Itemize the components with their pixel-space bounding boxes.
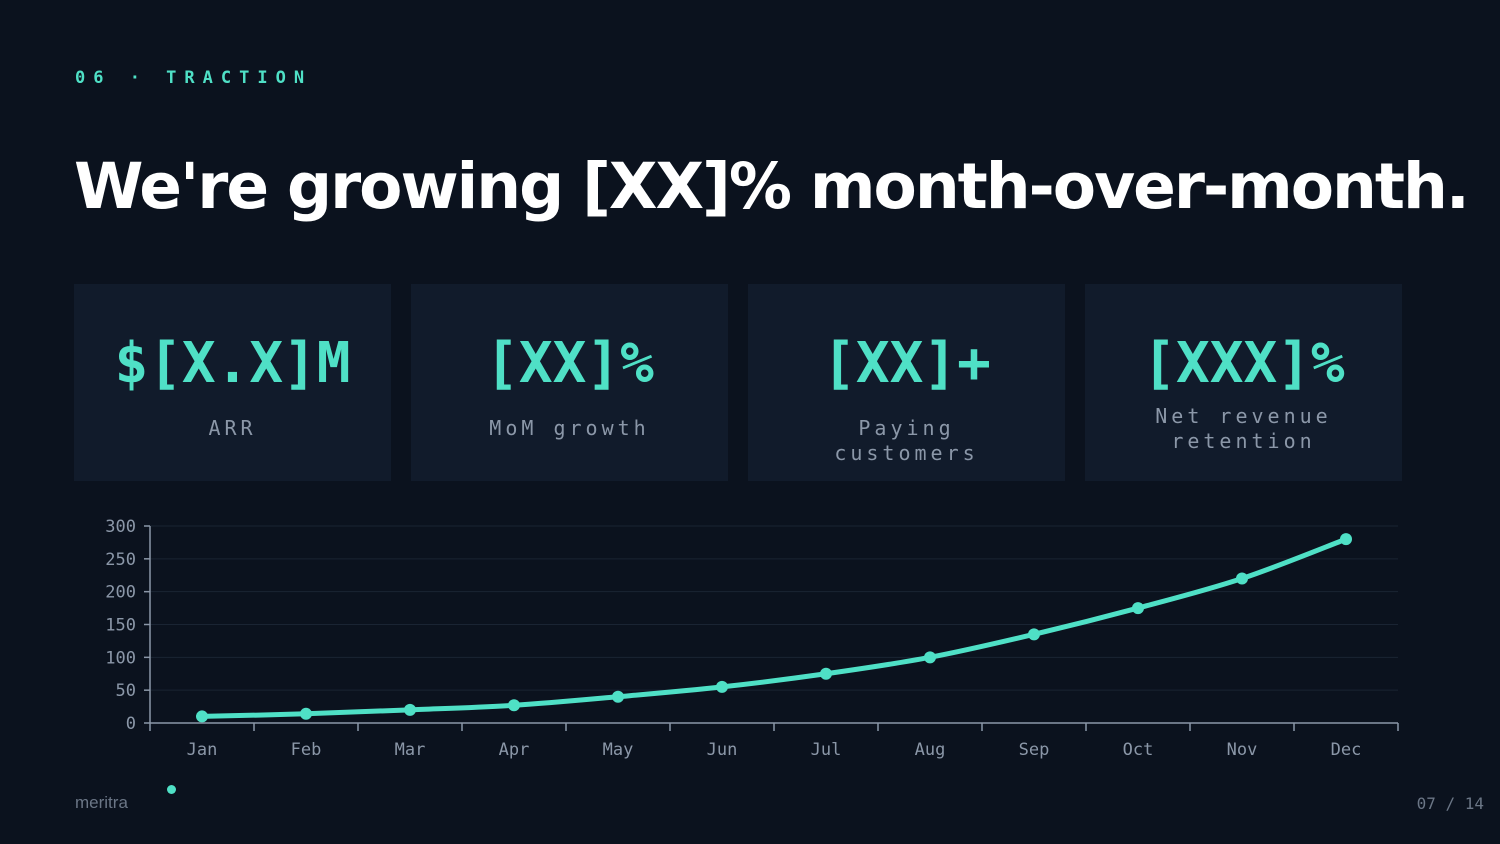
brand-wordmark: meritra: [75, 793, 128, 812]
data-point: [1028, 628, 1040, 641]
y-tick-label: 150: [105, 616, 136, 636]
data-point: [404, 703, 416, 716]
stat-value: [XXX]%: [1142, 331, 1345, 396]
slide-title: We're growing [XX]% month-over-month.: [74, 150, 1470, 223]
x-tick-label: Oct: [1123, 740, 1154, 760]
stat-card-mom-growth: [XX]% MoM growth: [411, 284, 728, 481]
y-tick-label: 250: [105, 550, 136, 570]
x-tick-label: May: [603, 740, 634, 760]
progress-dot: [167, 785, 176, 794]
data-point: [716, 680, 728, 693]
stat-value: [XX]%: [485, 331, 654, 396]
stat-label: Net revenue retention: [1155, 404, 1332, 453]
page-number: 07 / 14: [1416, 794, 1484, 813]
growth-line-chart: 0 50 100 150 200 250 300 Jan Feb Mar Apr May Jun Jul A…: [105, 517, 1399, 760]
series-line: [199, 536, 1349, 719]
stat-card-arr: $[X.X]M ARR: [74, 284, 391, 481]
x-tick-label: Jul: [811, 740, 842, 760]
data-point: [1340, 533, 1352, 546]
x-tick-label: Apr: [499, 740, 530, 760]
stat-card-nrr: [XXX]% Net revenue retention: [1085, 284, 1402, 481]
stat-value: [XX]+: [822, 331, 991, 396]
data-point: [924, 651, 936, 664]
stats-row: $[X.X]M ARR [XX]% MoM growth [XX]+ Payin…: [74, 284, 1402, 481]
y-tick-label: 0: [126, 714, 136, 734]
y-tick-label: 200: [105, 583, 136, 603]
stat-value: $[X.X]M: [114, 331, 351, 396]
x-tick-label: Feb: [291, 740, 322, 760]
x-tick-label: Mar: [395, 740, 426, 760]
data-point: [196, 710, 208, 723]
y-tick-label: 300: [105, 517, 136, 537]
x-tick-label: Aug: [915, 740, 946, 760]
data-point: [1236, 572, 1248, 585]
x-tick-label: Sep: [1019, 740, 1050, 760]
section-eyebrow: 06 · TRACTION: [75, 68, 313, 88]
y-tick-label: 100: [105, 648, 136, 668]
stat-label: ARR: [208, 416, 257, 440]
stat-card-customers: [XX]+ Paying customers: [748, 284, 1065, 481]
x-tick-label: Jan: [187, 740, 218, 760]
data-point: [300, 707, 312, 720]
stat-label: Paying customers: [834, 416, 979, 465]
data-point: [612, 690, 624, 703]
x-tick-label: Jun: [707, 740, 738, 760]
data-point: [1132, 602, 1144, 615]
x-tick-label: Dec: [1331, 740, 1362, 760]
data-point: [820, 667, 832, 680]
stat-label: MoM growth: [489, 416, 650, 440]
y-tick-label: 50: [116, 681, 136, 701]
data-point: [508, 699, 520, 712]
x-tick-label: Nov: [1227, 740, 1258, 760]
